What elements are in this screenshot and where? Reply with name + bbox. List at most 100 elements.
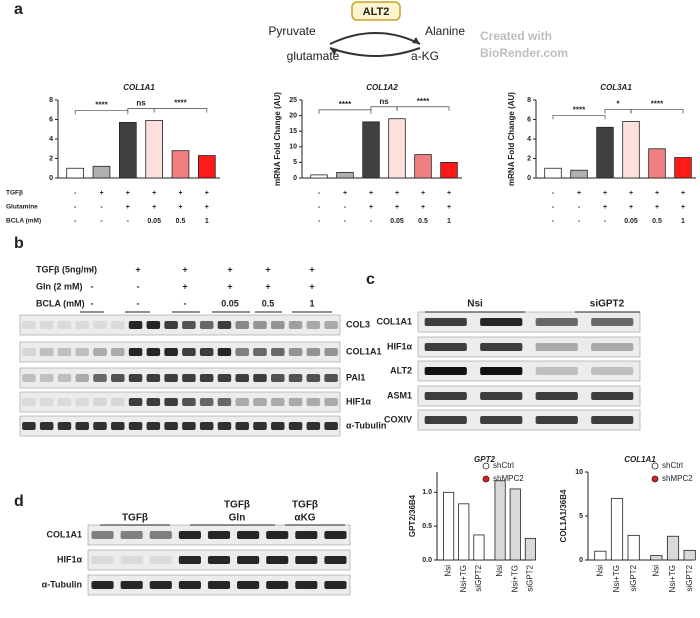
significance-label: ****	[573, 105, 586, 114]
blot-c-band	[591, 318, 634, 326]
y-tick-label: 2	[527, 155, 531, 162]
blot-b-band	[217, 348, 232, 356]
blot-d-band	[91, 556, 114, 564]
arrow	[329, 32, 421, 45]
legend-label: shMPC2	[662, 474, 693, 483]
blot-b-band	[271, 348, 285, 356]
blot-b-strip	[19, 415, 341, 437]
panel-label: a	[14, 1, 23, 18]
chart-title: COL1A2	[366, 83, 398, 92]
blot-b-band	[324, 398, 338, 406]
blot-b-band	[146, 422, 161, 430]
legend-marker	[482, 462, 490, 470]
bar	[458, 503, 470, 561]
y-axis-label: mRNA Fold Change (AU)	[273, 92, 282, 186]
bar	[414, 154, 432, 179]
chart-title: COL3A1	[600, 83, 632, 92]
treatment-value: -	[137, 298, 140, 308]
condition-value: -	[552, 190, 555, 197]
treatment-label: BCLA (mM)	[36, 298, 85, 308]
blot-b-band	[164, 398, 178, 406]
blot-d-band	[207, 556, 231, 564]
arrow	[329, 47, 421, 57]
blot-b-band	[111, 398, 125, 406]
blot-b-strip	[19, 341, 341, 363]
x-tick-label: siGPT2	[526, 564, 535, 591]
chart-title: COL1A1	[123, 83, 155, 92]
blot-d-band	[324, 531, 347, 539]
x-tick-label: siGPT2	[629, 564, 638, 591]
condition-value: 1	[447, 218, 451, 225]
condition-value: +	[629, 190, 633, 197]
blot-b-band	[235, 348, 249, 356]
bar	[473, 534, 485, 561]
bar	[509, 488, 521, 561]
condition-value: -	[604, 218, 607, 225]
blot-c-band	[591, 392, 634, 400]
blot-d-band	[120, 531, 143, 539]
blot-b-band	[164, 374, 178, 382]
blot-row-label: α-Tubulin	[346, 420, 386, 430]
y-tick-label: 2	[49, 155, 53, 162]
condition-value: 0.05	[624, 218, 638, 225]
condition-value: +	[126, 190, 130, 197]
blot-b-band	[288, 348, 303, 356]
condition-value: +	[655, 190, 659, 197]
treatment-value: +	[227, 281, 232, 291]
blot-b-band	[164, 422, 178, 430]
y-tick-label: 4	[49, 136, 53, 143]
significance-label: ****	[339, 100, 352, 109]
y-tick-label: 6	[527, 116, 531, 123]
blot-b-band	[146, 348, 161, 356]
blot-d-band	[91, 531, 114, 539]
blot-row-label: COL1A1	[376, 316, 412, 326]
blot-b-band	[199, 422, 214, 430]
y-tick-label: 8	[527, 97, 531, 104]
blot-b-band	[22, 374, 36, 382]
condition-value: 0.5	[176, 218, 186, 225]
blot-d-band	[149, 581, 172, 589]
condition-value: +	[681, 204, 685, 211]
blot-b-band	[324, 321, 338, 329]
blot-d-band	[149, 531, 172, 539]
x-tick-label: Nsi	[495, 565, 504, 577]
blot-b-band	[306, 398, 321, 406]
condition-value: -	[74, 190, 77, 197]
condition-value: +	[152, 204, 156, 211]
condition-value: -	[127, 218, 130, 225]
bar	[596, 126, 614, 179]
significance-bracket	[630, 109, 684, 114]
condition-value: +	[395, 190, 399, 197]
condition-value: +	[603, 190, 607, 197]
enzyme: ALT2	[363, 6, 390, 18]
blot-d-band	[237, 531, 260, 539]
blot-c-band	[480, 343, 523, 351]
blot-c-strip	[417, 409, 641, 431]
blot-c-band	[480, 367, 523, 375]
blot-c-strip	[417, 385, 641, 407]
blot-row-label: COL1A1	[46, 529, 82, 539]
blot-b-band	[75, 321, 89, 329]
bar	[443, 491, 455, 561]
blot-b-band	[93, 398, 107, 406]
blot-b-band	[199, 398, 214, 406]
blot-b-band	[324, 422, 338, 430]
blot-d-band	[295, 581, 318, 589]
blot-b-strip	[19, 367, 341, 389]
treatment-value: +	[182, 281, 187, 291]
condition-value: +	[343, 190, 347, 197]
condition-value: -	[100, 204, 103, 211]
blot-c-strip	[417, 336, 641, 358]
y-tick-label: 20	[289, 112, 297, 119]
condition-value: +	[421, 190, 425, 197]
condition-value: -	[552, 218, 555, 225]
blot-b-band	[288, 422, 303, 430]
blot-b-band	[93, 374, 107, 382]
legend-label: shCtrl	[493, 461, 514, 470]
credit: BioRender.com	[480, 46, 568, 60]
blot-b-band	[253, 321, 267, 329]
group-label: Nsi	[467, 299, 483, 310]
treatment-value: +	[309, 281, 314, 291]
x-tick-label: siGPT2	[685, 564, 694, 591]
blot-b-band	[324, 374, 338, 382]
